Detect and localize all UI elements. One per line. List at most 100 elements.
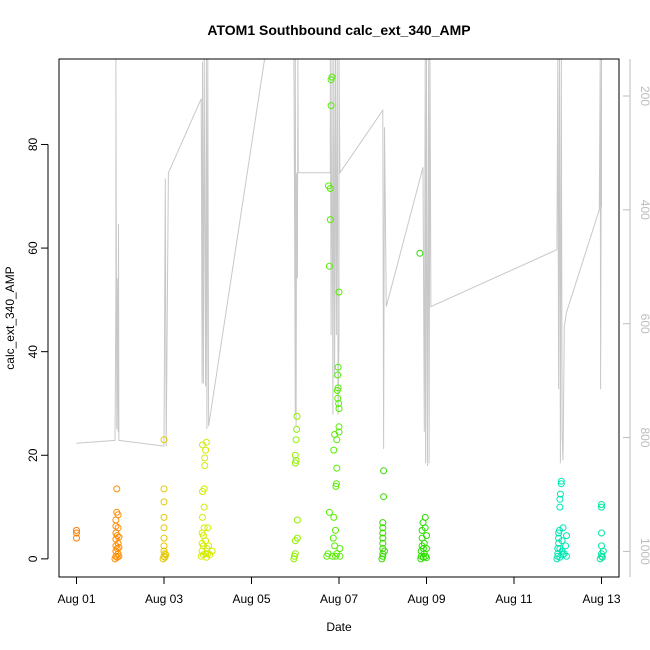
- data-point: [335, 288, 343, 296]
- data-point: [423, 545, 430, 552]
- data-point: [559, 524, 567, 532]
- data-point: [334, 384, 342, 392]
- data-point: [73, 534, 80, 542]
- data-point: [598, 503, 605, 511]
- data-point: [293, 412, 301, 420]
- x-axis-label: Date: [326, 620, 352, 634]
- data-point: [326, 216, 334, 224]
- data-point: [202, 446, 210, 454]
- x-tick-label: Aug 13: [582, 592, 620, 606]
- data-point: [200, 503, 208, 511]
- data-point: [330, 513, 338, 521]
- data-point: [380, 467, 388, 475]
- data-point: [202, 438, 210, 446]
- data-point: [556, 503, 564, 511]
- data-point: [115, 533, 123, 541]
- data-point: [381, 547, 388, 555]
- data-point: [202, 550, 210, 558]
- secondary-y-tick-label: 1000: [638, 538, 650, 565]
- data-point: [379, 539, 387, 547]
- data-point: [598, 529, 605, 537]
- data-point: [330, 446, 338, 454]
- data-point: [556, 545, 564, 552]
- data-point: [161, 550, 169, 558]
- data-point: [160, 498, 168, 506]
- data-point: [114, 511, 122, 519]
- data-point: [206, 551, 214, 559]
- data-point: [329, 534, 337, 542]
- data-point: [556, 495, 564, 503]
- data-point: [416, 249, 424, 257]
- data-point: [423, 532, 430, 540]
- data-point: [379, 529, 387, 537]
- data-point: [160, 513, 168, 521]
- y-tick-label: 60: [26, 241, 40, 255]
- x-tick-label: Aug 09: [407, 592, 445, 606]
- y-tick-label: 0: [26, 555, 40, 562]
- data-point: [334, 363, 342, 371]
- data-point: [293, 516, 301, 524]
- data-point: [208, 547, 216, 555]
- data-point: [113, 532, 121, 540]
- data-point: [292, 436, 300, 444]
- data-point: [423, 554, 430, 562]
- x-axis: Aug 01 Aug 03 Aug 05 Aug 07 Aug 09 Aug 11 Aug …: [57, 576, 621, 606]
- x-tick-label: Aug 01: [57, 592, 95, 606]
- y-axis-label: calc_ext_340_AMP: [3, 266, 17, 369]
- data-point: [335, 428, 343, 436]
- data-point: [201, 454, 209, 462]
- secondary-y-tick-label: 800: [638, 427, 650, 447]
- data-point: [199, 513, 206, 521]
- data-point: [335, 400, 343, 407]
- chart-title: ATOM1 Southbound calc_ext_340_AMP: [207, 22, 470, 38]
- secondary-y-tick-label: 600: [638, 314, 650, 334]
- y-tick-label: 20: [26, 448, 40, 462]
- data-point: [200, 524, 208, 532]
- secondary-y-tick-label: 400: [638, 200, 650, 220]
- data-point: [201, 462, 209, 470]
- data-point: [563, 552, 570, 560]
- scatter-layer: [73, 73, 607, 563]
- y-tick-label: 80: [26, 138, 40, 152]
- data-point: [73, 529, 80, 537]
- data-point: [558, 537, 566, 545]
- data-point: [559, 551, 567, 559]
- y-tick-label: 40: [26, 345, 40, 359]
- data-point: [562, 542, 570, 550]
- data-point: [557, 477, 565, 485]
- data-point: [563, 532, 570, 540]
- data-point: [114, 524, 122, 532]
- data-point: [113, 485, 121, 493]
- data-point: [292, 456, 300, 464]
- data-point: [205, 542, 213, 550]
- data-point: [160, 542, 168, 550]
- data-point: [419, 545, 427, 552]
- data-point: [113, 545, 121, 552]
- data-point: [336, 552, 344, 560]
- data-point: [332, 526, 339, 534]
- x-tick-label: Aug 03: [145, 592, 183, 606]
- y-axis: 0 20 40 60 80: [26, 138, 49, 562]
- data-point: [332, 482, 340, 490]
- data-point: [290, 555, 298, 563]
- data-point: [293, 425, 301, 433]
- data-point: [379, 534, 387, 542]
- data-point: [204, 524, 212, 532]
- data-point: [421, 524, 429, 532]
- data-point: [332, 480, 340, 488]
- x-tick-label: Aug 05: [232, 592, 270, 606]
- data-point: [598, 501, 605, 508]
- data-point: [113, 553, 121, 561]
- data-point: [556, 490, 564, 498]
- data-point: [73, 526, 80, 534]
- data-point: [334, 371, 342, 379]
- data-point: [162, 551, 170, 559]
- data-point: [202, 537, 210, 545]
- data-point: [380, 493, 388, 501]
- data-point: [333, 464, 341, 472]
- data-point: [335, 423, 343, 431]
- data-point: [422, 552, 430, 560]
- data-point: [115, 552, 123, 560]
- data-point: [326, 185, 334, 192]
